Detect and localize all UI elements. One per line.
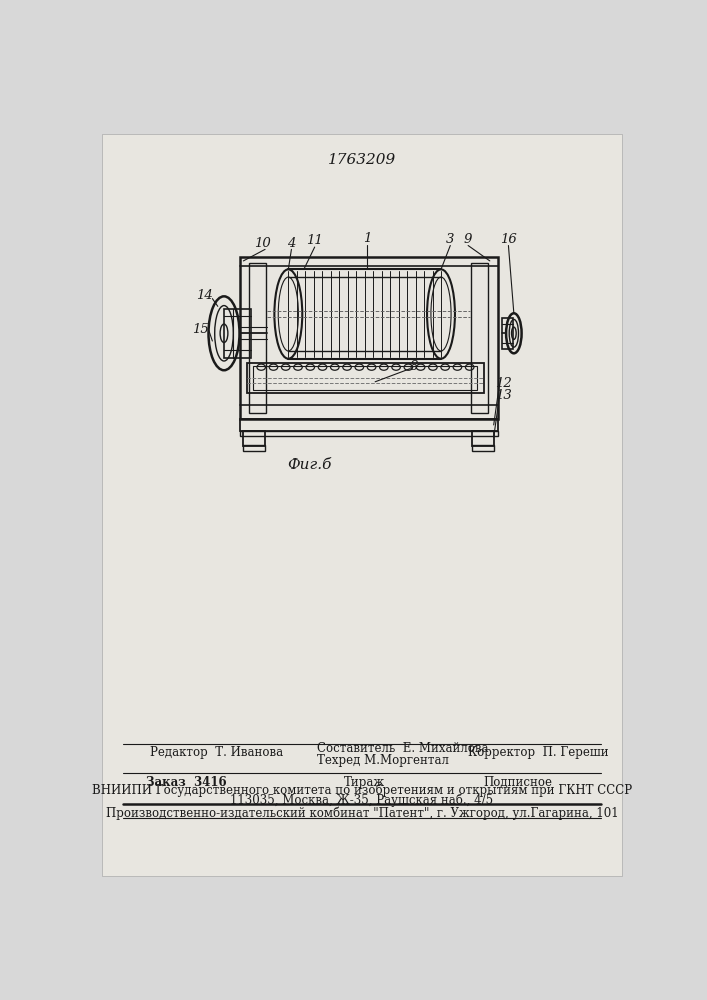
Bar — [224, 309, 251, 358]
Bar — [243, 445, 265, 451]
Text: 11: 11 — [306, 234, 323, 247]
Text: 16: 16 — [500, 233, 517, 246]
Text: Корректор  П. Гереши: Корректор П. Гереши — [468, 746, 609, 759]
Text: 15: 15 — [192, 323, 209, 336]
Text: 14: 14 — [197, 289, 213, 302]
Text: 8: 8 — [409, 360, 418, 373]
Bar — [243, 431, 265, 446]
Bar — [247, 363, 484, 393]
Text: Техред М.Моргентал: Техред М.Моргентал — [317, 754, 449, 767]
Bar — [240, 431, 498, 436]
Text: Заказ  3416: Заказ 3416 — [146, 776, 227, 789]
Text: 113035, Москва, Ж-35, Раушская наб., 4/5: 113035, Москва, Ж-35, Раушская наб., 4/5 — [230, 793, 493, 807]
Text: 12: 12 — [495, 377, 511, 390]
Text: ВНИИПИ Государственного комитета по изобретениям и открытиям при ГКНТ СССР: ВНИИПИ Государственного комитета по изоб… — [92, 784, 632, 797]
Text: Производственно-издательский комбинат "Патент", г. Ужгород, ул.Гагарина, 101: Производственно-издательский комбинат "П… — [105, 806, 618, 820]
Text: Фиг.б: Фиг.б — [287, 458, 332, 472]
Text: 10: 10 — [255, 237, 271, 250]
Bar — [240, 419, 498, 431]
Text: 13: 13 — [495, 389, 511, 402]
Bar — [472, 263, 489, 413]
Bar — [502, 318, 513, 349]
Text: Подписное: Подписное — [484, 776, 553, 789]
Text: 1763209: 1763209 — [328, 153, 396, 167]
Text: Тираж: Тираж — [344, 776, 385, 789]
Bar — [472, 445, 493, 451]
Text: 1: 1 — [363, 232, 372, 245]
Text: 3: 3 — [446, 233, 455, 246]
Text: 4: 4 — [287, 237, 296, 250]
Text: Составитель  Е. Михайлова: Составитель Е. Михайлова — [317, 742, 489, 755]
Bar — [472, 431, 493, 446]
Text: Редактор  Т. Иванова: Редактор Т. Иванова — [151, 746, 284, 759]
Bar — [240, 257, 498, 419]
Bar — [253, 366, 477, 389]
Bar — [249, 263, 266, 413]
Text: 9: 9 — [464, 233, 472, 246]
